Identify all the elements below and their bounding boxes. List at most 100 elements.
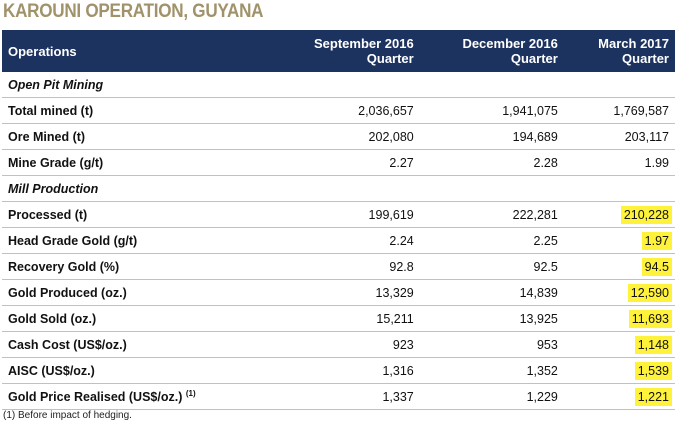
value-cell: 1,941,075: [419, 97, 564, 124]
value: 12,590: [627, 283, 672, 302]
row-label-text: Recovery Gold (%): [8, 259, 120, 274]
column-header: September 2016 Quarter: [269, 30, 420, 72]
value-cell: 1,352: [419, 357, 564, 384]
row-label-text: Ore Mined (t): [8, 129, 86, 144]
row-label: Gold Produced (oz.): [2, 279, 270, 306]
value-cell: 11,693: [563, 305, 675, 332]
value: 1,352: [526, 363, 558, 378]
row-label-text: Cash Cost (US$/oz.): [8, 337, 127, 352]
value: 2.28: [533, 155, 558, 170]
value-cell: 202,080: [269, 123, 420, 150]
value: 2.24: [389, 233, 414, 248]
value: 13,925: [519, 311, 558, 326]
row-label: Processed (t): [2, 201, 270, 228]
value: 222,281: [512, 207, 558, 222]
value: 13,329: [375, 285, 414, 300]
row-label: Ore Mined (t): [2, 123, 270, 150]
value: 210,228: [620, 205, 672, 224]
footnote-ref: (1): [185, 388, 196, 398]
value-cell: 222,281: [419, 201, 564, 228]
value: 92.5: [533, 259, 558, 274]
value-cell: 1,221: [563, 383, 675, 410]
value-cell: 953: [419, 331, 564, 358]
value-cell: 1,316: [269, 357, 420, 384]
value-cell: 194,689: [419, 123, 564, 150]
value: 94.5: [641, 257, 672, 276]
value-cell: 210,228: [563, 201, 675, 228]
value-cell: 13,329: [269, 279, 420, 306]
value: 194,689: [512, 129, 558, 144]
footnote: (1) Before impact of hedging.: [3, 410, 132, 421]
page-title: KAROUNI OPERATION, GUYANA: [3, 1, 264, 22]
value-cell: 92.5: [419, 253, 564, 280]
value: 92.8: [389, 259, 414, 274]
value-cell: 203,117: [563, 123, 675, 150]
row-label: AISC (US$/oz.): [2, 357, 270, 384]
row-label-text: Processed (t): [8, 207, 88, 222]
value-cell: 923: [269, 331, 420, 358]
value: 1.97: [641, 231, 672, 250]
column-header: Operations: [2, 30, 270, 72]
table-row: Ore Mined (t) 202,080 194,689 203,117: [2, 123, 675, 150]
value: 2,036,657: [358, 103, 414, 118]
table-row: AISC (US$/oz.) 1,316 1,352 1,539: [2, 357, 675, 384]
table-row: Processed (t) 199,619 222,281 210,228: [2, 201, 675, 228]
value-cell: 94.5: [563, 253, 675, 280]
value: 11,693: [628, 309, 672, 328]
table-row: Recovery Gold (%) 92.8 92.5 94.5: [2, 253, 675, 280]
row-label-text: Gold Produced (oz.): [8, 285, 127, 300]
column-header-line: Quarter: [510, 51, 558, 66]
table-row: Gold Sold (oz.) 15,211 13,925 11,693: [2, 305, 675, 332]
value-cell: 2.24: [269, 227, 420, 254]
value-cell: 1,148: [563, 331, 675, 358]
value-cell: 2.28: [419, 149, 564, 176]
value-cell: 12,590: [563, 279, 675, 306]
value-cell: 199,619: [269, 201, 420, 228]
row-label: Cash Cost (US$/oz.): [2, 331, 270, 358]
table-header: Operations September 2016 Quarter December …: [2, 30, 675, 72]
row-label-text: Total mined (t): [8, 103, 94, 118]
value: 2.27: [389, 155, 414, 170]
table-row: Mine Grade (g/t) 2.27 2.28 1.99: [2, 149, 675, 176]
row-label: Head Grade Gold (g/t): [2, 227, 270, 254]
value: 1,941,075: [502, 103, 558, 118]
value-cell: 1.99: [563, 149, 675, 176]
value: 1,539: [634, 361, 672, 380]
table-row: Total mined (t) 2,036,657 1,941,075 1,769,5…: [2, 97, 675, 124]
value-cell: 1.97: [563, 227, 675, 254]
value-cell: 1,337: [269, 383, 420, 410]
row-label-text: Head Grade Gold (g/t): [8, 233, 138, 248]
value: 1,316: [382, 363, 414, 378]
column-header-line: September 2016: [314, 36, 414, 51]
column-header-line: Quarter: [366, 51, 414, 66]
value-cell: 2,036,657: [269, 97, 420, 124]
value: 1,221: [634, 387, 672, 406]
value-cell: 15,211: [269, 305, 420, 332]
value-cell: 2.27: [269, 149, 420, 176]
value-cell: 13,925: [419, 305, 564, 332]
value: 15,211: [376, 311, 414, 326]
operations-table: Operations September 2016 Quarter December …: [2, 30, 675, 410]
column-header-line: March 2017: [598, 36, 669, 51]
section-label: Mill Production: [2, 175, 675, 202]
column-header-line: December 2016: [462, 36, 558, 51]
section-label: Open Pit Mining: [2, 72, 675, 98]
column-header: March 2017 Quarter: [563, 30, 675, 72]
row-label: Mine Grade (g/t): [2, 149, 270, 176]
column-header-line: Quarter: [622, 51, 669, 66]
value: 1,229: [526, 389, 558, 404]
row-label-text: AISC (US$/oz.): [8, 363, 95, 378]
table-row: Gold Produced (oz.) 13,329 14,839 12,590: [2, 279, 675, 306]
value-cell: 1,769,587: [563, 97, 675, 124]
value: 1,148: [634, 335, 672, 354]
value: 1,769,587: [613, 103, 669, 118]
value: 202,080: [368, 129, 414, 144]
value-cell: 2.25: [419, 227, 564, 254]
column-header: December 2016 Quarter: [419, 30, 564, 72]
value-cell: 1,229: [419, 383, 564, 410]
table-row: Cash Cost (US$/oz.) 923 953 1,148: [2, 331, 675, 358]
row-label: Total mined (t): [2, 97, 270, 124]
row-label: Gold Sold (oz.): [2, 305, 270, 332]
value-cell: 14,839: [419, 279, 564, 306]
value: 199,619: [368, 207, 414, 222]
